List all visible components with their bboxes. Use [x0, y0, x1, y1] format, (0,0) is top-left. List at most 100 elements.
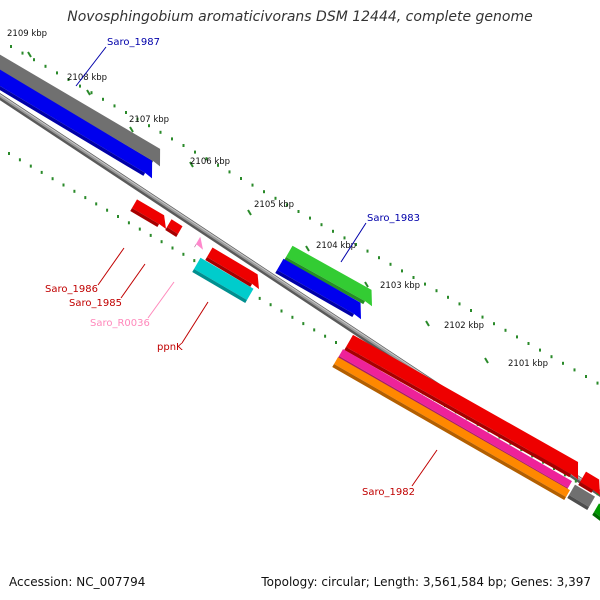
- scale-dot-upper: [136, 117, 139, 121]
- scale-dot-upper: [424, 282, 426, 286]
- scale-tick-major: [129, 126, 134, 133]
- gene-Saro_R0036: [196, 237, 203, 250]
- scale-label: 2103 kbp: [380, 281, 420, 291]
- scale-dot-lower: [291, 315, 294, 319]
- scale-dot-upper: [171, 137, 173, 141]
- scale-dot-lower: [280, 309, 283, 313]
- scale-dot-upper: [481, 315, 484, 319]
- gene-ppnK: [207, 247, 259, 290]
- scale-dot-lower: [149, 233, 152, 237]
- scale-dot-lower: [171, 246, 174, 250]
- scale-dot-lower: [8, 152, 10, 155]
- gene-Saro_1987: [0, 69, 153, 179]
- scale-dot-lower: [182, 252, 185, 256]
- scale-tick-major: [364, 281, 369, 288]
- gene-gray-lower: [569, 484, 595, 507]
- scale-dot-lower: [193, 259, 196, 263]
- scale-dot-upper: [527, 342, 530, 345]
- gene-label: Saro_1982: [362, 487, 415, 498]
- scale-dot-upper: [10, 45, 12, 48]
- gene-Saro_1983: [286, 245, 372, 307]
- gene-Saro_1986-side: [130, 208, 160, 227]
- map-title: Novosphingobium aromaticivorans DSM 1244…: [67, 9, 533, 25]
- scale-dot-lower: [106, 208, 109, 212]
- scale-dot-upper: [539, 348, 541, 352]
- scale-dot-upper: [79, 84, 81, 88]
- gene-ppnK-side: [205, 257, 253, 287]
- scale-dot-upper: [332, 229, 334, 233]
- gene-green-edge-side: [592, 512, 600, 521]
- scale-tick-major: [247, 209, 252, 216]
- scale-dot-upper: [412, 276, 415, 279]
- scale-dot-upper: [493, 322, 495, 326]
- label-leader-line: [411, 449, 438, 487]
- gene-Saro_1987-side: [0, 85, 146, 176]
- scale-tick-major: [425, 320, 430, 327]
- scale-dot-upper: [435, 289, 438, 293]
- scale-dot-upper: [585, 375, 587, 378]
- scale-tick-major: [86, 89, 91, 96]
- scale-dot-upper: [470, 309, 472, 312]
- scale-dot-upper: [182, 144, 185, 147]
- scale-dot-upper: [125, 111, 127, 114]
- gene-blue-mid-side: [275, 270, 355, 318]
- scale-tick-major: [189, 161, 194, 168]
- scale-dot-upper: [21, 51, 24, 55]
- scale-dot-upper: [378, 256, 380, 260]
- scale-dot-upper: [573, 368, 576, 372]
- scale-dot-lower: [51, 177, 54, 181]
- scale-dot-lower: [117, 215, 119, 218]
- scale-dot-lower: [313, 328, 316, 332]
- scale-dot-upper: [194, 150, 196, 154]
- scale-dot-lower: [324, 334, 327, 338]
- scale-label: 2107 kbp: [129, 115, 169, 125]
- gene-label: Saro_1985: [69, 298, 122, 309]
- scale-dot-upper: [550, 355, 553, 359]
- gene-Saro_1986: [132, 199, 166, 229]
- scale-dot-lower: [73, 189, 76, 193]
- scale-dot-upper: [516, 335, 518, 339]
- scale-dot-upper: [102, 97, 104, 101]
- scale-dot-upper: [447, 295, 449, 299]
- scale-dot-upper: [343, 236, 346, 240]
- gene-gray-upper: [0, 54, 161, 167]
- scale-dot-upper: [504, 328, 507, 332]
- label-leader-line: [340, 222, 367, 263]
- gene-cyan: [194, 257, 254, 300]
- scale-dot-upper: [56, 71, 58, 75]
- gene-Saro_1985-side: [165, 227, 178, 238]
- scale-dot-upper: [159, 130, 162, 134]
- scale-dot-lower: [18, 158, 21, 162]
- scale-dot-lower: [95, 202, 98, 206]
- scale-dot-upper: [228, 170, 231, 174]
- scale-dot-lower: [127, 221, 130, 225]
- gene-green-edge: [594, 503, 600, 517]
- scale-dot-upper: [44, 64, 47, 68]
- scale-tick-major: [484, 357, 489, 364]
- scale-dot-lower: [160, 240, 163, 244]
- scale-dot-upper: [263, 190, 265, 194]
- scale-dot-lower: [84, 196, 87, 200]
- gene-orange-side: [332, 364, 566, 501]
- gene-magenta: [339, 349, 572, 488]
- scale-dot-upper: [286, 203, 288, 207]
- scale-dot-upper: [205, 157, 208, 161]
- scale-dot-lower: [269, 303, 272, 307]
- scale-label: 2105 kbp: [254, 200, 294, 210]
- gene-cyan-side: [192, 269, 247, 304]
- scale-label: 2108 kbp: [67, 73, 107, 83]
- scale-dot-lower: [138, 227, 141, 231]
- scale-dot-upper: [148, 124, 150, 128]
- scale-label: 2101 kbp: [508, 359, 548, 369]
- scale-dot-upper: [458, 302, 461, 306]
- scale-dot-upper: [240, 177, 242, 180]
- scale-dot-lower: [302, 322, 305, 326]
- scale-dot-upper: [113, 104, 116, 108]
- gene-Saro_R0036-side: [194, 244, 197, 248]
- scale-dot-upper: [366, 249, 369, 253]
- label-leader-line: [147, 281, 175, 319]
- scale-dot-upper: [355, 243, 357, 246]
- scale-dot-lower: [62, 183, 65, 187]
- scale-dot-upper: [67, 78, 70, 81]
